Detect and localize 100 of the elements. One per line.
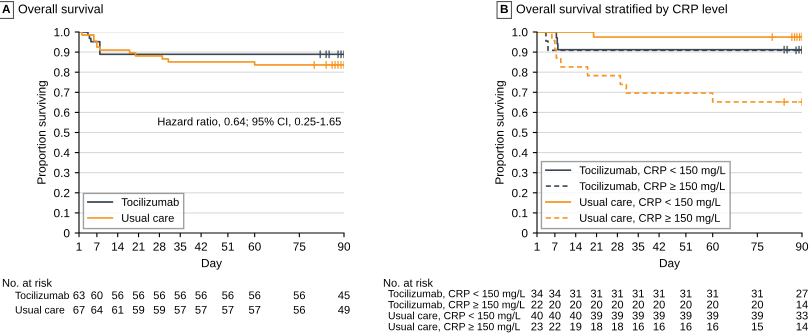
- y-tick-label: 0: [64, 229, 70, 238]
- text: 31: [570, 290, 582, 298]
- x-tick-label: 21: [590, 242, 603, 251]
- text: No. at risk: [384, 278, 434, 287]
- legend-label: Usual care: [122, 214, 174, 222]
- text: 20: [707, 300, 718, 308]
- text: 14: [796, 322, 808, 330]
- text: 31: [706, 290, 718, 298]
- text: 20: [752, 300, 764, 308]
- text: 39: [653, 312, 665, 320]
- text: 63: [73, 291, 85, 300]
- text: 40: [548, 312, 561, 320]
- x-tick-label: 7: [552, 242, 558, 251]
- text: 27: [796, 290, 808, 298]
- legend-label: Tocilizumab, CRP ≥ 150 mg/L: [579, 182, 725, 192]
- x-tick-label: 60: [706, 242, 719, 251]
- text: 60: [91, 291, 103, 300]
- text: 49: [338, 306, 350, 314]
- text: 57: [222, 306, 234, 314]
- x-tick-label: 1: [534, 242, 540, 251]
- text: 40: [531, 312, 543, 320]
- text: 20: [612, 300, 624, 308]
- text: 16: [707, 322, 718, 330]
- y-tick-label: 0.4: [54, 148, 70, 157]
- x-tick-label: 60: [248, 242, 261, 251]
- x-tick-label: 14: [112, 242, 124, 251]
- x-axis-title: Day: [202, 259, 222, 270]
- y-tick-label: 0.8: [54, 68, 70, 77]
- y-tick-label: 0.9: [512, 48, 528, 56]
- y-tick-label: 0.6: [54, 108, 70, 117]
- y-tick-label: 0.7: [512, 88, 528, 97]
- text: 61: [112, 306, 124, 314]
- x-tick-label: 21: [132, 242, 145, 251]
- text: 39: [612, 312, 624, 320]
- text: 34: [549, 290, 561, 298]
- text: 56: [294, 291, 306, 300]
- chart-subtitle: Overall survival stratified by CRP level: [516, 4, 727, 16]
- text: 56: [294, 306, 306, 314]
- legend-label: Tocilizumab, CRP < 150 mg/L: [579, 166, 726, 176]
- text: 20: [632, 300, 644, 308]
- text: No. at risk: [2, 278, 52, 287]
- text: Usual care, CRP < 150 mg/L: [388, 312, 520, 322]
- text: 39: [632, 312, 644, 320]
- text: 59: [154, 306, 166, 314]
- text: 22: [549, 322, 560, 330]
- text: 57: [174, 306, 186, 314]
- y-tick-label: 1.0: [512, 28, 528, 36]
- text: 56: [112, 291, 124, 300]
- x-axis-title: Day: [660, 259, 680, 270]
- text: 31: [752, 290, 763, 298]
- y-tick-label: 0.7: [54, 88, 70, 97]
- text: 31: [653, 290, 665, 298]
- text: 20: [653, 300, 665, 308]
- text: 20: [590, 300, 602, 308]
- text: 56: [154, 291, 166, 300]
- x-tick-label: 51: [222, 242, 234, 251]
- x-tick-label: 35: [174, 242, 186, 251]
- y-tick-label: 0.6: [512, 108, 528, 117]
- y-tick-label: 0.2: [512, 188, 528, 198]
- x-tick-label: 7: [94, 242, 100, 251]
- x-tick-label: 35: [632, 242, 644, 251]
- x-tick-label: 51: [680, 242, 692, 251]
- text: 15: [752, 322, 764, 330]
- text: 34: [531, 290, 543, 298]
- text: 45: [338, 291, 350, 300]
- text: 16: [654, 322, 665, 330]
- x-tick-label: 75: [751, 242, 764, 251]
- text: 39: [590, 312, 602, 320]
- text: 20: [549, 300, 561, 308]
- text: Tocilizumab, CRP ≥ 150 mg/L: [388, 300, 525, 310]
- text: 20: [570, 300, 582, 308]
- text: 31: [632, 290, 644, 298]
- text: 56: [248, 291, 260, 300]
- chart-title: A: [2, 4, 10, 14]
- text: Tocilizumab: [15, 291, 69, 300]
- text: 56: [174, 291, 186, 300]
- text: 16: [680, 322, 692, 330]
- y-tick-label: 0.8: [512, 68, 528, 77]
- x-tick-label: 14: [570, 242, 582, 251]
- x-tick-label: 1: [76, 242, 82, 251]
- text: 19: [570, 322, 582, 330]
- text: 67: [73, 306, 85, 314]
- y-tick-label: 0.3: [512, 168, 528, 178]
- text: 22: [531, 300, 543, 308]
- y-tick-label: 0.2: [54, 188, 70, 198]
- chart-title: B: [500, 4, 508, 14]
- y-tick-label: 0.1: [54, 208, 70, 218]
- annotation: Hazard ratio, 0.64; 95% CI, 0.25-1.65: [158, 117, 341, 127]
- text: 56: [195, 291, 207, 300]
- y-tick-label: 0: [522, 229, 528, 238]
- text: 23: [531, 322, 543, 330]
- text: 57: [248, 306, 260, 314]
- text: 31: [612, 290, 624, 298]
- legend-label: Tocilizumab: [121, 198, 179, 206]
- y-axis-title: Proportion surviving: [37, 81, 48, 184]
- text: 18: [612, 322, 624, 330]
- y-tick-label: 0.1: [512, 208, 528, 218]
- text: 59: [132, 306, 144, 314]
- x-tick-label: 28: [153, 242, 166, 251]
- x-tick-label: 42: [194, 242, 208, 251]
